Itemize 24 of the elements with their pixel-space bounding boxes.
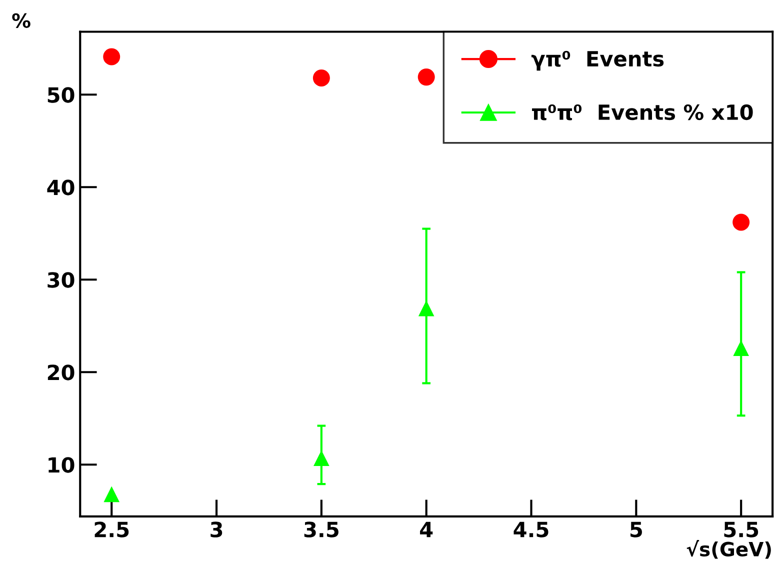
point [733,340,749,356]
x-tick-label: 2.5 [94,522,129,538]
point [732,214,750,231]
y-tick-label: 50 [48,87,74,103]
y-tick-label: 10 [48,457,74,473]
x-tick-label: 4.5 [514,522,548,538]
y-axis-title: % [12,13,30,28]
legend-label: γπ⁰ Events [531,50,664,71]
y-tick-label: 40 [47,180,74,196]
point [418,68,435,86]
x-tick-label: 5 [630,522,642,538]
y-tick-label: 20 [48,364,74,380]
point [104,486,120,502]
x-axis-title: √s(GeV) [686,540,771,559]
x-tick-label: 4 [420,522,433,538]
x-tick-label: 3.5 [304,522,338,538]
legend-label: π⁰π⁰ Events % x10 [532,104,753,120]
x-tick-label: 5.5 [724,522,758,538]
x-tick-label: 3 [210,522,222,538]
point [314,450,330,466]
point [103,48,120,66]
y-tick-label: 30 [48,272,74,288]
point [418,300,434,316]
point [312,69,330,86]
